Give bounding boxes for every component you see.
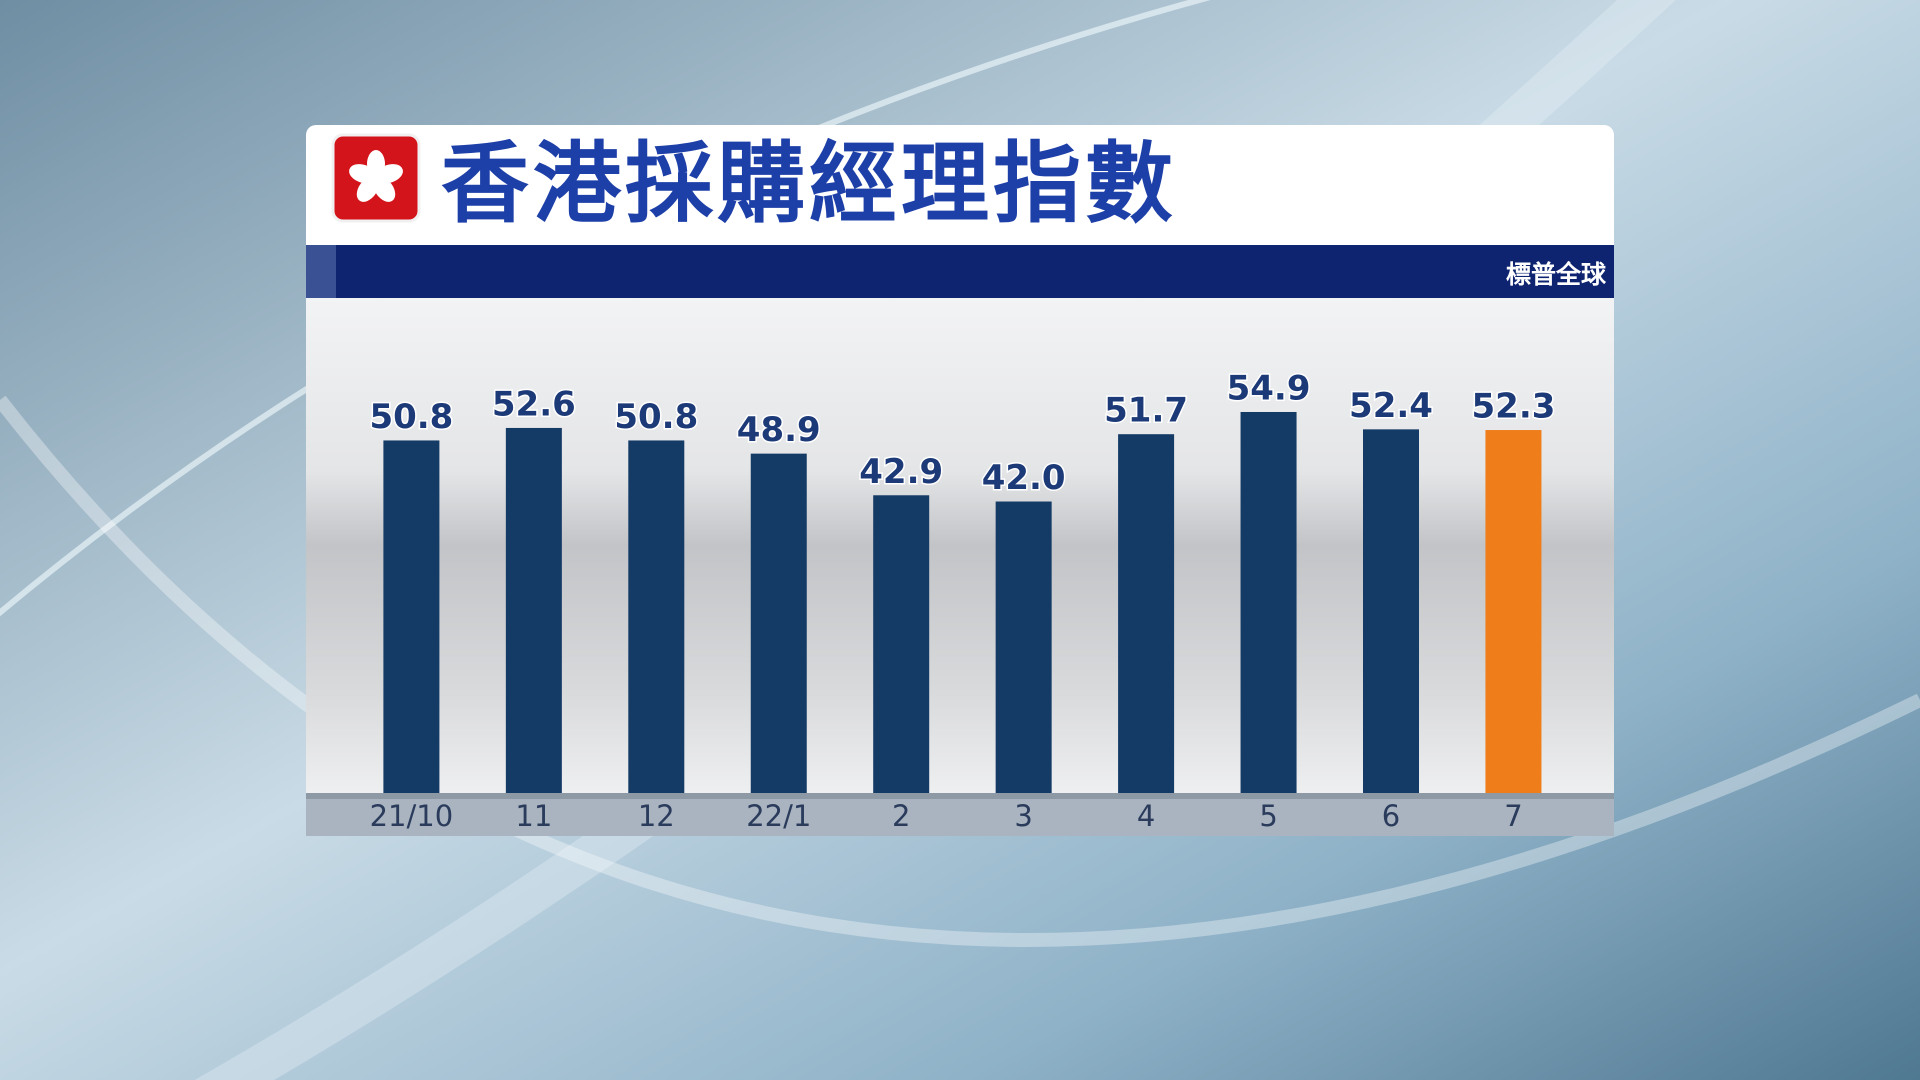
bar <box>1118 434 1175 793</box>
bar <box>505 427 562 793</box>
header-accent <box>306 245 336 298</box>
bar <box>628 440 685 793</box>
value-label: 50.8 <box>369 397 453 437</box>
bar <box>750 453 807 793</box>
value-label: 42.9 <box>859 452 943 492</box>
x-tick-label: 21/10 <box>370 799 454 833</box>
x-tick-label: 22/1 <box>746 799 811 833</box>
x-tick-label: 5 <box>1259 799 1277 833</box>
bar <box>1240 411 1297 793</box>
decor-arc <box>0 395 1920 947</box>
value-label: 52.6 <box>492 384 576 424</box>
bauhinia <box>349 150 403 202</box>
value-label: 51.7 <box>1104 391 1188 431</box>
x-tick-label: 7 <box>1504 799 1522 833</box>
bar <box>1363 429 1419 793</box>
x-tick-label: 6 <box>1382 799 1400 833</box>
source: 標普全球 <box>1506 260 1607 289</box>
bar <box>873 495 930 793</box>
value-label: 42.0 <box>982 458 1066 498</box>
chart-title: 香港採購經理指數 <box>441 132 1177 235</box>
value-label: 52.3 <box>1472 387 1556 427</box>
value-label: 54.9 <box>1227 368 1311 408</box>
bar <box>383 440 440 793</box>
x-tick-label: 3 <box>1014 799 1032 833</box>
header-strip <box>306 245 1614 298</box>
x-tick-label: 11 <box>515 799 552 833</box>
bar <box>1485 430 1542 793</box>
x-tick-label: 2 <box>892 799 910 833</box>
axis-strip <box>306 793 1614 836</box>
value-label: 50.8 <box>614 397 698 437</box>
x-tick-label: 4 <box>1137 799 1155 833</box>
x-tick-label: 12 <box>638 799 675 833</box>
value-label: 52.4 <box>1349 386 1433 426</box>
value-label: 48.9 <box>737 410 821 450</box>
axis-line <box>306 793 1614 799</box>
bar <box>995 501 1052 793</box>
